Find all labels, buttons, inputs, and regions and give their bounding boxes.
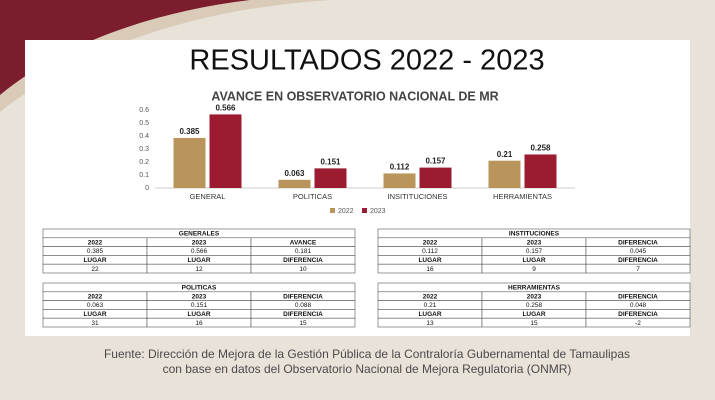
table-cell-text: DIFERENCIA: [618, 311, 658, 318]
table-cell-text: 2022: [88, 293, 103, 300]
table-cell: [585, 317, 691, 328]
y-tick-label: 0.4: [139, 133, 149, 140]
table-cell-text: 2023: [192, 293, 207, 300]
y-tick-label: 0.5: [139, 120, 149, 127]
source-line: con base en datos del Observatorio Nacio…: [163, 362, 572, 376]
legend-label: 2022: [338, 208, 354, 215]
table-cell-text: LUGAR: [83, 257, 106, 264]
table-cell-text: 0.045: [630, 248, 647, 255]
table-title: POLITICAS: [182, 285, 217, 292]
table-cell-text: DIFERENCIA: [283, 311, 323, 318]
table-title: HERRAMIENTAS: [508, 285, 561, 292]
table-cell-text: 2023: [527, 239, 542, 246]
table-cell-text: LUGAR: [418, 257, 441, 264]
table-cell-text: 2023: [527, 293, 542, 300]
table-cell-text: 12: [195, 266, 203, 273]
table-title: INSTITUCIONES: [509, 231, 560, 238]
bar: [314, 168, 347, 188]
bar: [383, 173, 416, 188]
table-cell-text: 13: [426, 320, 434, 327]
legend-swatch: [330, 208, 335, 213]
x-tick-label: GENERAL: [190, 192, 226, 201]
table-cell-text: 2023: [192, 239, 207, 246]
table-cell: [585, 263, 691, 274]
table-cell: [250, 317, 356, 328]
table-title: GENERALES: [179, 231, 220, 238]
table-cell-text: 22: [91, 266, 99, 273]
table-cell-text: 0.385: [87, 248, 104, 255]
chart-title: AVANCE EN OBSERVATORIO NACIONAL DE MR: [211, 89, 498, 103]
table-cell-text: 2022: [88, 239, 103, 246]
decor-swoosh: [0, 0, 250, 95]
table-cell-text: 15: [530, 320, 538, 327]
table-cell-text: LUGAR: [522, 311, 545, 318]
table-cell-text: LUGAR: [187, 257, 210, 264]
table-cell-text: 0.063: [87, 302, 104, 309]
table-cell-text: 10: [299, 266, 307, 273]
table-cell-text: DIFERENCIA: [618, 257, 658, 264]
y-tick-label: 0.1: [139, 172, 149, 179]
table-cell-text: DIFERENCIA: [283, 293, 323, 300]
table-cell-text: 0.181: [295, 248, 312, 255]
source-line: Fuente: Dirección de Mejora de la Gestió…: [104, 347, 630, 361]
data-label: 0.063: [284, 169, 305, 178]
x-tick-label: INSITITUCIONES: [387, 192, 447, 201]
table-cell-text: LUGAR: [83, 311, 106, 318]
data-label: 0.112: [390, 163, 410, 172]
legend-swatch: [362, 208, 367, 213]
table-cell-text: DIFERENCIA: [618, 239, 658, 246]
bar: [488, 160, 521, 188]
table-cell-text: 0.048: [630, 302, 647, 309]
table-cell-text: 16: [426, 266, 434, 273]
table-cell-text: 0.21: [424, 302, 437, 309]
data-label: 0.258: [530, 144, 551, 153]
table-cell-text: DIFERENCIA: [618, 293, 658, 300]
table-cell-text: 0.088: [295, 302, 312, 309]
bar: [524, 154, 557, 188]
y-tick-label: 0: [145, 185, 149, 192]
legend-label: 2023: [370, 208, 386, 215]
table-cell-text: 9: [532, 266, 536, 273]
x-tick-label: POLITICAS: [293, 192, 332, 201]
data-label: 0.385: [179, 127, 200, 136]
y-tick-label: 0.6: [139, 107, 149, 114]
slide-title: RESULTADOS 2022 - 2023: [189, 45, 544, 77]
data-label: 0.157: [425, 157, 446, 166]
table-cell-text: 2022: [423, 239, 438, 246]
y-tick-label: 0.2: [139, 159, 149, 166]
bar: [209, 114, 242, 188]
table-cell-text: 0.258: [526, 302, 543, 309]
table-cell-text: LUGAR: [522, 257, 545, 264]
table-cell-text: AVANCE: [290, 239, 317, 246]
bar: [278, 179, 311, 188]
table-cell-text: LUGAR: [418, 311, 441, 318]
y-tick-label: 0.3: [139, 146, 149, 153]
table-cell-text: 15: [299, 320, 307, 327]
data-label: 0.566: [215, 104, 236, 113]
table-cell-text: 0.157: [526, 248, 543, 255]
table-cell: [250, 263, 356, 274]
table-cell-text: DIFERENCIA: [283, 257, 323, 264]
table-cell-text: 0.112: [422, 248, 438, 255]
x-tick-label: HERRAMIENTAS: [493, 192, 552, 201]
bar: [173, 137, 206, 188]
table-cell-text: 31: [91, 320, 99, 327]
table-cell-text: 7: [636, 266, 640, 273]
table-cell-text: 0.566: [191, 248, 208, 255]
data-label: 0.21: [497, 150, 513, 159]
bar: [419, 167, 452, 188]
data-label: 0.151: [320, 157, 341, 166]
table-cell-text: -2: [635, 320, 641, 327]
table-cell-text: LUGAR: [187, 311, 210, 318]
table-cell-text: 0.151: [191, 302, 208, 309]
table-cell-text: 16: [195, 320, 203, 327]
table-cell-text: 2022: [423, 293, 438, 300]
